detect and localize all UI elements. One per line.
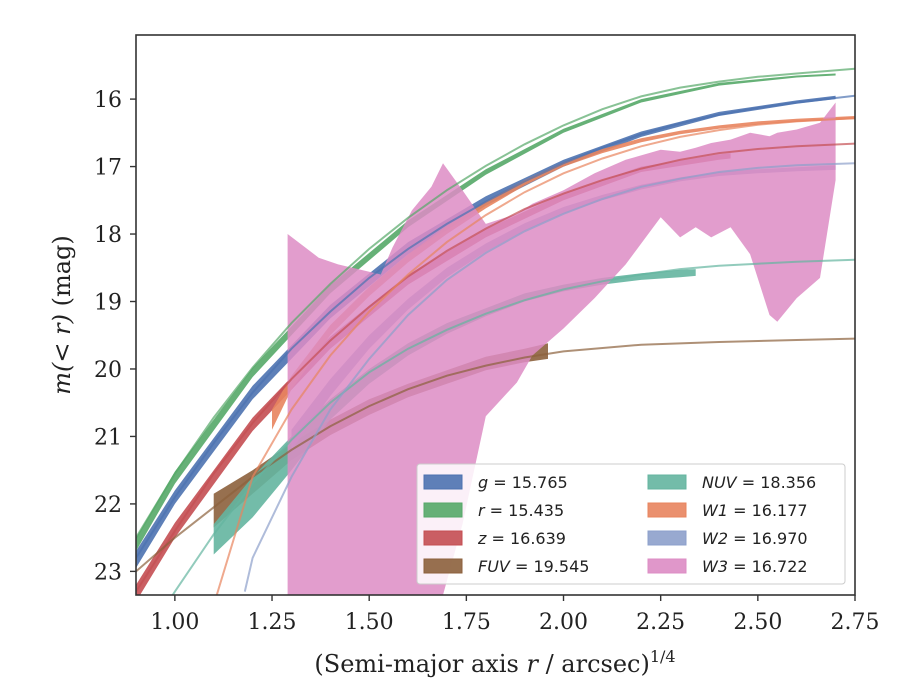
legend-frame — [416, 463, 846, 585]
y-axis: 16 17 18 19 20 21 22 23 — [94, 88, 136, 585]
model-curve-fuv — [136, 337, 855, 573]
model-curve-nuv — [171, 258, 855, 595]
x-tick-label: 2.50 — [733, 610, 782, 635]
y-tick-label: 19 — [94, 291, 122, 316]
model-curve-w1 — [215, 117, 855, 595]
legend-swatch-fuv — [423, 558, 463, 574]
y-tick-label: 22 — [94, 493, 122, 518]
x-axis-label: (Semi-major axis r / arcsec)1/4 — [314, 647, 675, 678]
y-axis-label: m(< r) (mag) — [48, 235, 76, 395]
model-curve-r — [136, 67, 855, 539]
y-tick-label: 21 — [94, 425, 122, 450]
legend-label-nuv: NUV = 18.356 — [702, 473, 816, 492]
y-tick-label: 23 — [94, 560, 122, 585]
legend-label-z: z = 16.639 — [477, 529, 566, 548]
legend-swatch-r — [423, 502, 463, 518]
legend-swatch-w3 — [647, 558, 687, 574]
legend-label-w1: W1 = 16.177 — [702, 501, 808, 520]
model-curve-z — [136, 142, 855, 593]
plot-models — [136, 67, 855, 595]
legend-swatch-w1 — [647, 502, 687, 518]
legend-swatch-w2 — [647, 530, 687, 546]
y-tick-label: 20 — [94, 358, 122, 383]
legend-label-g: g = 15.765 — [478, 473, 568, 492]
legend-label-fuv: FUV = 19.545 — [478, 557, 589, 576]
x-tick-label: 2.00 — [539, 610, 588, 635]
y-tick-label: 17 — [94, 156, 122, 181]
plot-frame — [135, 34, 856, 596]
legend: g = 15.765 r = 15.435 z = 16.639 FUV = 19.5… — [416, 463, 846, 585]
x-tick-label: 1.75 — [442, 610, 491, 635]
model-curve-w2 — [243, 162, 855, 592]
legend-label-w3: W3 = 16.722 — [702, 557, 808, 576]
x-tick-label: 1.25 — [248, 610, 297, 635]
x-tick-label: 1.00 — [150, 610, 199, 635]
legend-swatch-g — [423, 474, 463, 490]
legend-label-r: r = 15.435 — [478, 501, 564, 520]
model-curve-g — [136, 94, 855, 559]
legend-swatch-z — [423, 530, 463, 546]
y-tick-label: 18 — [94, 223, 122, 248]
legend-swatch-nuv — [647, 474, 687, 490]
x-tick-label: 1.50 — [345, 610, 394, 635]
y-tick-label: 16 — [94, 88, 122, 113]
x-axis: 1.00 1.25 1.50 1.75 2.00 2.25 2.50 2.75 — [150, 595, 879, 635]
legend-label-w2: W2 = 16.970 — [702, 529, 808, 548]
x-tick-label: 2.25 — [636, 610, 685, 635]
legend-items: g = 15.765 r = 15.435 z = 16.639 FUV = 19.5… — [423, 473, 816, 576]
x-tick-label: 2.75 — [831, 610, 880, 635]
